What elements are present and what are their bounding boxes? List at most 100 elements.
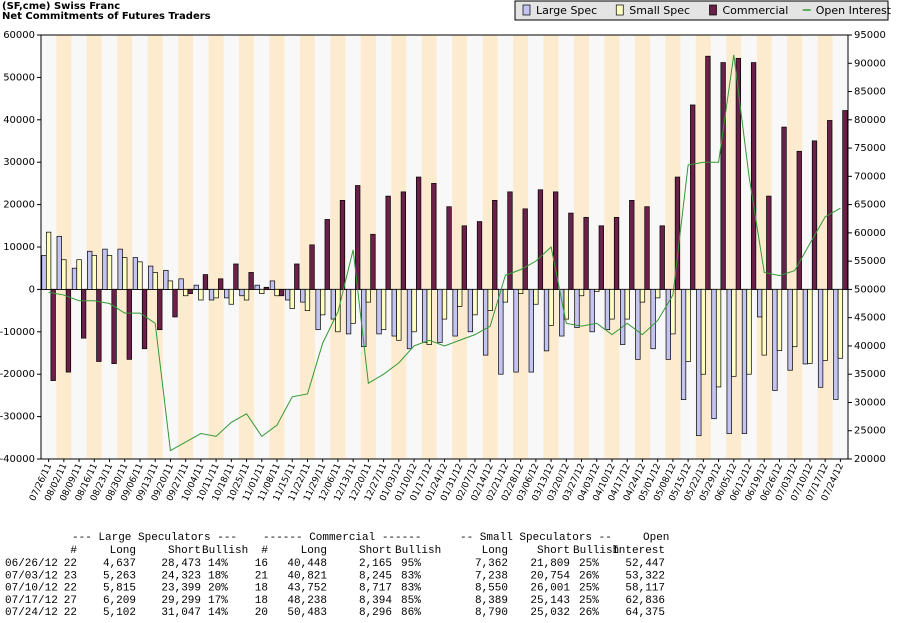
band — [558, 35, 574, 459]
bar — [492, 200, 498, 290]
band — [223, 35, 239, 459]
bar — [750, 62, 757, 290]
bar — [437, 289, 443, 343]
table-column-header: # — [70, 545, 77, 557]
y-tick-label: 0 — [29, 284, 35, 295]
band — [208, 35, 224, 459]
bar — [147, 265, 154, 290]
band — [467, 35, 483, 459]
bar — [163, 269, 169, 290]
table-column-header: Bullish — [395, 545, 441, 557]
bar — [380, 289, 387, 331]
bar — [91, 255, 97, 290]
bar — [472, 289, 478, 316]
bar — [370, 233, 376, 290]
table-cell: 27 — [64, 595, 77, 607]
table-cell: 95% — [401, 558, 421, 570]
table-cell: 20% — [208, 583, 228, 595]
band — [589, 35, 605, 459]
bar — [315, 289, 321, 331]
bar — [559, 289, 565, 337]
bar — [376, 289, 382, 335]
table-cell: 26,001 — [530, 583, 570, 595]
table-cell: 2,165 — [359, 558, 392, 570]
y2-tick-label: 95000 — [854, 30, 886, 41]
bar — [137, 261, 143, 290]
band — [101, 35, 118, 459]
table-cell: 07/17/12 — [5, 595, 58, 607]
table-cell: 5,263 — [103, 570, 136, 582]
table-cell: 18% — [208, 570, 228, 582]
bar — [629, 200, 635, 290]
bar — [502, 289, 509, 303]
table-cell: 23,399 — [161, 583, 201, 595]
bar — [218, 278, 224, 290]
bar — [537, 189, 544, 290]
bar — [528, 289, 534, 373]
bar — [568, 212, 574, 290]
legend-label: Commercial — [723, 4, 789, 17]
bar — [726, 289, 732, 434]
table-cell: 7,362 — [475, 558, 508, 570]
y2-tick-label: 85000 — [854, 87, 886, 98]
bar — [670, 289, 676, 335]
bar — [452, 289, 458, 337]
table-column-header: Short — [359, 545, 392, 557]
table-cell: 06/26/12 — [5, 558, 58, 570]
y-tick-label: -10000 — [0, 327, 35, 338]
table-cell: 5,815 — [103, 583, 136, 595]
bar — [696, 289, 702, 437]
bar — [461, 225, 467, 290]
table-column-header: Bullish — [573, 545, 619, 557]
bar — [522, 208, 528, 290]
bar — [132, 257, 139, 290]
bar — [548, 289, 554, 326]
table-cell: 53,322 — [625, 570, 665, 582]
bar — [772, 289, 778, 391]
y-tick-label: 60000 — [3, 30, 35, 41]
y-tick-label: -30000 — [0, 412, 35, 423]
table-cell: 8,389 — [475, 595, 508, 607]
bar — [117, 248, 123, 290]
table-group-header: ------ Commercial ------ — [263, 532, 421, 544]
chart-title: (SF,cme) Swiss Franc — [2, 1, 120, 12]
bar — [822, 289, 828, 361]
band — [375, 35, 392, 459]
y2-tick-label: 75000 — [854, 143, 886, 154]
y-tick-label: -40000 — [0, 454, 35, 465]
table-cell: 8,394 — [359, 595, 392, 607]
open-interest-line — [48, 54, 841, 452]
legend-swatch — [615, 4, 624, 16]
y-tick-label: 50000 — [3, 72, 35, 83]
bar — [361, 289, 367, 347]
bar — [187, 289, 193, 294]
bar — [792, 289, 798, 348]
bar — [583, 216, 589, 290]
bar — [233, 263, 239, 290]
y2-tick-label: 80000 — [854, 115, 886, 126]
band — [391, 35, 407, 459]
table-cell: 50,483 — [287, 607, 327, 619]
table-cell: 8,790 — [475, 607, 508, 619]
band — [269, 35, 285, 459]
bar — [735, 57, 742, 290]
bar — [757, 289, 763, 318]
bar — [715, 289, 722, 388]
bar — [345, 289, 352, 335]
band — [132, 35, 148, 459]
bar — [700, 289, 706, 375]
bar — [553, 191, 559, 290]
bar — [415, 176, 422, 290]
band — [573, 35, 590, 459]
band — [284, 35, 300, 459]
band — [604, 35, 620, 459]
bar — [365, 289, 372, 303]
chart-subtitle: Net Commitments of Futures Traders — [2, 11, 211, 22]
y2-tick-label: 40000 — [854, 341, 886, 352]
bar — [76, 259, 82, 290]
band — [756, 35, 772, 459]
y2-tick-label: 50000 — [854, 284, 886, 295]
bar — [122, 257, 128, 290]
bar — [406, 289, 413, 350]
bar — [248, 272, 254, 290]
